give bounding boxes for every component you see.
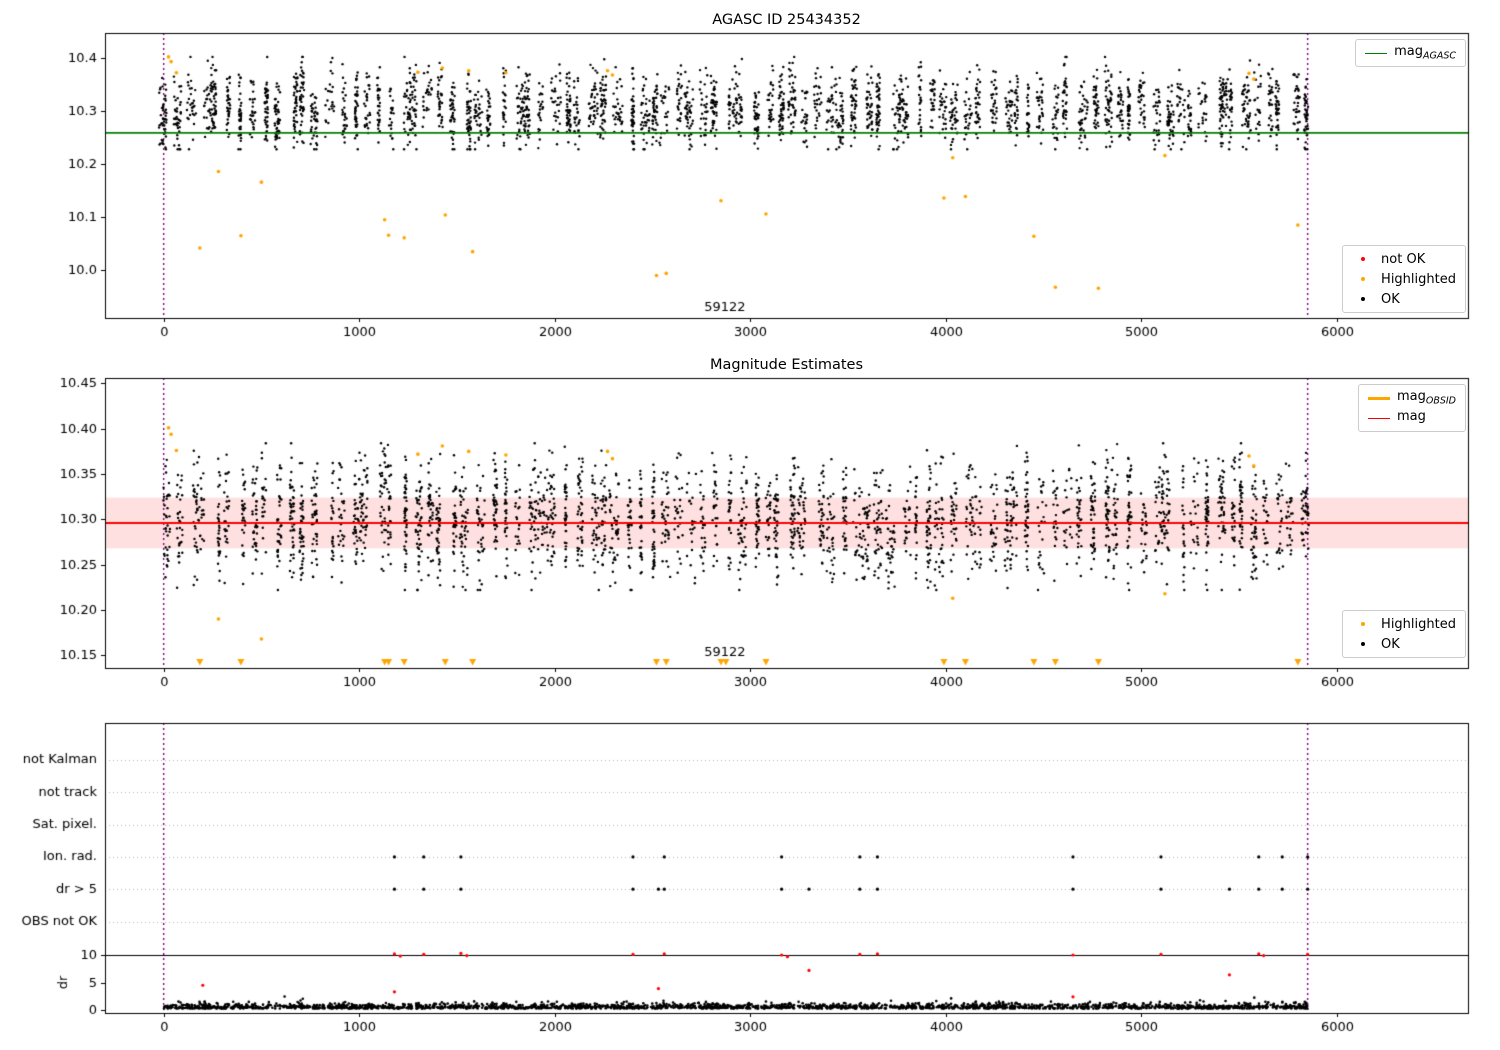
legend-item-ok2: OK xyxy=(1352,635,1456,653)
highlighted-marker xyxy=(1352,277,1374,281)
legend-item-highlighted: Highlighted xyxy=(1352,270,1456,288)
plot1-line-legend: magAGASC xyxy=(1355,39,1466,67)
highlighted-marker2 xyxy=(1352,622,1374,626)
red-dot-icon xyxy=(1361,257,1366,261)
obsid-line-sample xyxy=(1367,396,1390,400)
legend-label-ok2: OK xyxy=(1381,636,1400,652)
orange-dot-icon xyxy=(1361,277,1366,281)
black-dot-icon xyxy=(1361,642,1366,646)
legend-label-mag-agasc: magAGASC xyxy=(1394,44,1456,62)
legend-label-highlighted2: Highlighted xyxy=(1381,616,1456,632)
mag-line-sample xyxy=(1367,417,1390,419)
legend-item-highlighted2: Highlighted xyxy=(1352,615,1456,633)
legend-item-not-ok: not OK xyxy=(1352,250,1456,268)
legend-label-not-ok: not OK xyxy=(1381,251,1426,267)
plot2-title: Magnitude Estimates xyxy=(709,357,864,373)
black-dot-icon xyxy=(1361,297,1366,301)
plot1-title: AGASC ID 25434352 xyxy=(712,12,861,28)
legend-item-ok: OK xyxy=(1352,290,1456,308)
ok-marker xyxy=(1352,297,1374,301)
agasc-line-sample xyxy=(1365,52,1388,54)
plot1-marker-legend: not OK Highlighted OK xyxy=(1342,245,1466,313)
green-line-icon xyxy=(1365,52,1388,54)
plot2-marker-legend: Highlighted OK xyxy=(1342,610,1466,658)
ok-marker2 xyxy=(1352,642,1374,646)
legend-item-mag-agasc: magAGASC xyxy=(1365,44,1456,62)
legend-label-mag: mag xyxy=(1396,409,1426,425)
legend-label-ok: OK xyxy=(1381,291,1400,307)
legend-item-mag: mag xyxy=(1367,409,1456,427)
legend-label-highlighted: Highlighted xyxy=(1381,271,1456,287)
orange-dot-icon xyxy=(1361,622,1366,626)
red-line-icon xyxy=(1367,417,1390,419)
not-ok-marker xyxy=(1352,257,1374,261)
orange-line-icon xyxy=(1367,396,1390,400)
legend-label-mag-obsid: magOBSID xyxy=(1396,389,1456,407)
legend-item-mag-obsid: magOBSID xyxy=(1367,389,1456,407)
plot2-line-legend: magOBSID mag xyxy=(1357,384,1466,432)
